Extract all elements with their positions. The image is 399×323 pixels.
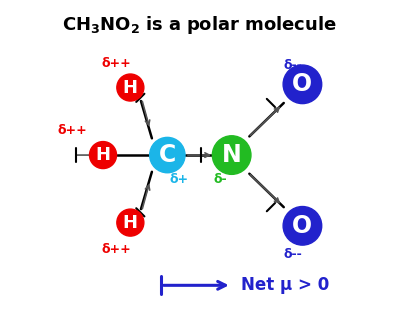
Text: H: H bbox=[123, 214, 138, 232]
Text: $\mathbf{CH_3NO_2}$$\mathbf{\ is\ a\ polar\ molecule}$: $\mathbf{CH_3NO_2}$$\mathbf{\ is\ a\ pol… bbox=[62, 14, 337, 36]
Text: δ-: δ- bbox=[214, 173, 227, 186]
Text: δ++: δ++ bbox=[101, 244, 131, 256]
Text: H: H bbox=[95, 146, 111, 164]
Text: O: O bbox=[292, 214, 312, 238]
Text: H: H bbox=[123, 78, 138, 97]
Circle shape bbox=[117, 209, 144, 236]
Text: δ--: δ-- bbox=[284, 58, 302, 71]
Circle shape bbox=[283, 65, 322, 104]
Circle shape bbox=[283, 206, 322, 245]
Text: Net μ > 0: Net μ > 0 bbox=[241, 276, 330, 294]
Text: C: C bbox=[159, 143, 176, 167]
Circle shape bbox=[212, 136, 251, 174]
Text: δ++: δ++ bbox=[101, 57, 131, 70]
Circle shape bbox=[150, 137, 185, 173]
Circle shape bbox=[117, 74, 144, 101]
Text: N: N bbox=[222, 143, 241, 167]
Circle shape bbox=[89, 141, 117, 169]
Text: δ+: δ+ bbox=[170, 173, 189, 186]
Text: O: O bbox=[292, 72, 312, 96]
Text: δ--: δ-- bbox=[284, 248, 302, 261]
Text: δ++: δ++ bbox=[57, 124, 87, 138]
